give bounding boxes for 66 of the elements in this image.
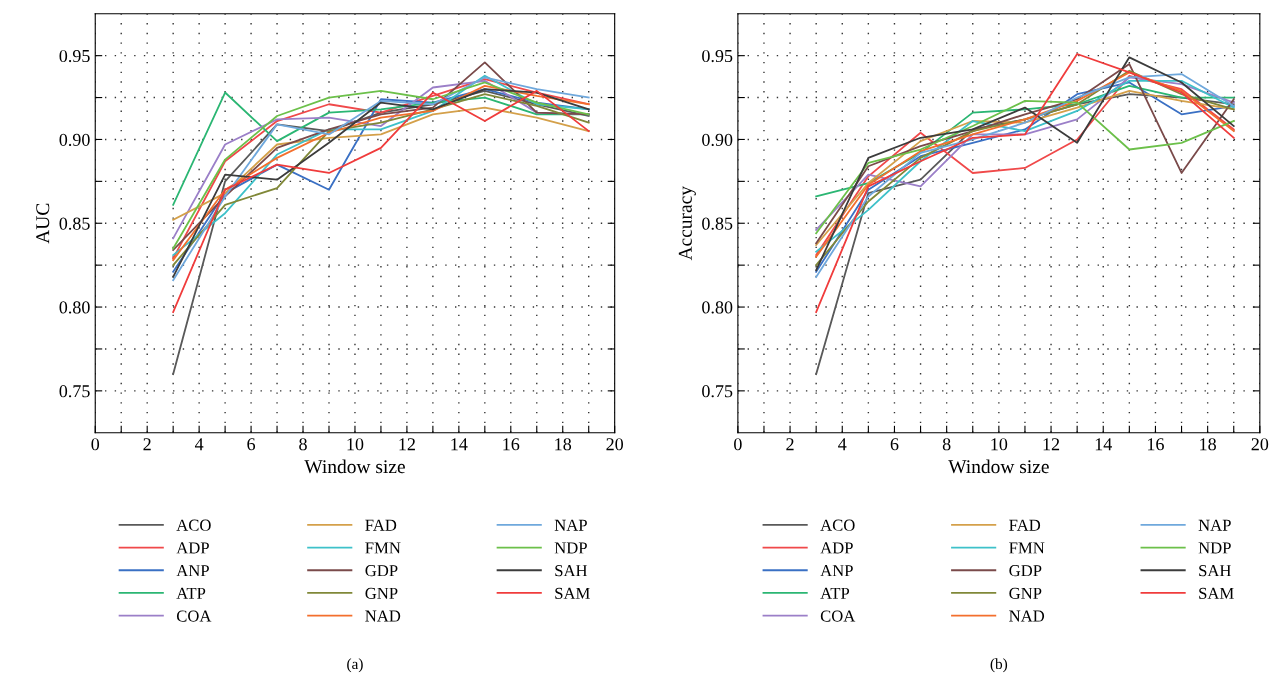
x-tick-label: 0: [91, 438, 100, 451]
y-tick-label: 0.80: [59, 301, 90, 314]
x-tick-label: 10: [991, 438, 1008, 451]
x-tick-label: 14: [1095, 438, 1112, 451]
x-tick-label: 16: [503, 438, 520, 451]
legend-label: NAD: [1009, 610, 1045, 622]
y-tick-label: 0.75: [59, 385, 90, 398]
legend-label: SAH: [1199, 565, 1231, 577]
x-axis-title: Window size: [948, 459, 1049, 474]
legend-label: GDP: [1009, 565, 1042, 577]
x-tick-label: 8: [299, 438, 307, 451]
legend-label: ADP: [176, 542, 209, 554]
legend-label: FAD: [365, 519, 397, 531]
legend-label: NAP: [554, 519, 587, 531]
y-axis-title: Accuracy: [678, 186, 696, 261]
legend-label: ACO: [176, 519, 211, 531]
legend-label: FMN: [1009, 542, 1045, 554]
legend-label: ATP: [176, 587, 206, 599]
legend-label: NDP: [554, 542, 587, 554]
legend-label: SAM: [1199, 587, 1234, 599]
x-tick-label: 10: [347, 438, 364, 451]
legend-label: ADP: [820, 542, 853, 554]
legend-label: ATP: [820, 587, 850, 599]
y-tick-label: 0.95: [702, 49, 733, 63]
y-tick-label: 0.95: [59, 49, 90, 63]
legend-label: COA: [820, 610, 856, 622]
legend-label: SAM: [555, 587, 590, 599]
x-tick-label: 14: [451, 438, 468, 451]
y-tick-label: 0.85: [702, 217, 733, 230]
x-tick-label: 2: [143, 438, 151, 451]
legend-label: COA: [176, 610, 212, 622]
x-tick-label: 6: [890, 438, 899, 451]
legend-label: NDP: [1198, 542, 1231, 554]
legend-label: GDP: [365, 565, 398, 577]
x-tick-label: 8: [942, 438, 951, 451]
x-tick-label: 4: [194, 438, 204, 451]
x-tick-label: 4: [838, 438, 847, 451]
y-tick-label: 0.75: [702, 385, 733, 398]
legend-label: ANP: [176, 565, 209, 577]
x-tick-label: 20: [1251, 438, 1269, 451]
legend-label: NAD: [365, 610, 401, 622]
legend-label: SAH: [555, 565, 588, 577]
x-tick-label: 18: [1200, 438, 1216, 451]
x-tick-label: 2: [786, 438, 794, 451]
x-tick-label: 20: [606, 438, 624, 451]
x-tick-label: 12: [399, 438, 415, 451]
x-tick-label: 18: [555, 438, 572, 451]
x-tick-label: 16: [1148, 438, 1164, 451]
x-axis-title: Window size: [304, 459, 405, 474]
x-tick-label: 0: [734, 438, 742, 451]
y-tick-label: 0.90: [59, 133, 90, 146]
text: (a): [347, 658, 363, 673]
legend-label: ANP: [820, 565, 853, 577]
legend-label: ACO: [820, 519, 855, 531]
y-tick-label: 0.85: [59, 217, 90, 230]
legend-label: GNP: [1009, 587, 1042, 599]
x-tick-label: 6: [247, 438, 256, 451]
y-axis-title: AUC: [36, 203, 50, 244]
legend-label: GNP: [365, 587, 398, 599]
legend-label: FMN: [365, 542, 401, 554]
x-tick-label: 12: [1043, 438, 1060, 451]
text: (b): [990, 658, 1008, 673]
y-tick-label: 0.90: [702, 133, 733, 146]
legend-label: NAP: [1198, 519, 1231, 531]
y-tick-label: 0.80: [702, 301, 733, 314]
legend-label: FAD: [1009, 519, 1041, 531]
